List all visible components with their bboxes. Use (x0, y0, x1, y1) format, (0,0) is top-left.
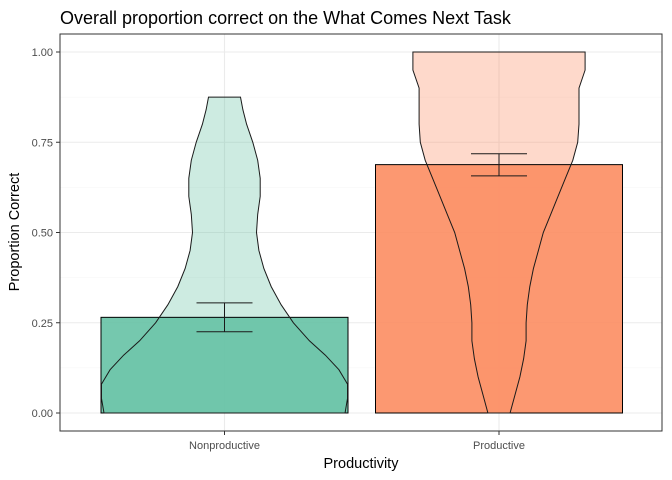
violin-outline-productive (412, 51, 586, 414)
axis-layer: 0.00 0.25 0.50 0.75 1.00 Nonproductive Product… (32, 47, 525, 452)
x-tick-label: Productive (473, 440, 525, 452)
y-tick-label: 0.00 (32, 408, 53, 420)
bar-productive (375, 164, 623, 414)
bar-nonproductive (100, 316, 349, 414)
violin-outline-nonproductive (101, 96, 348, 414)
y-tick-label: 1.00 (32, 47, 53, 59)
x-axis-title: Productivity (324, 456, 400, 472)
y-tick-label: 0.25 (32, 318, 53, 330)
x-tick-label: Nonproductive (189, 440, 260, 452)
chart-title: Overall proportion correct on the What C… (60, 8, 512, 28)
y-tick-label: 0.50 (32, 228, 53, 240)
y-tick-label: 0.75 (32, 137, 53, 149)
y-axis-title: Proportion Correct (7, 173, 23, 291)
data-layer (100, 51, 623, 414)
